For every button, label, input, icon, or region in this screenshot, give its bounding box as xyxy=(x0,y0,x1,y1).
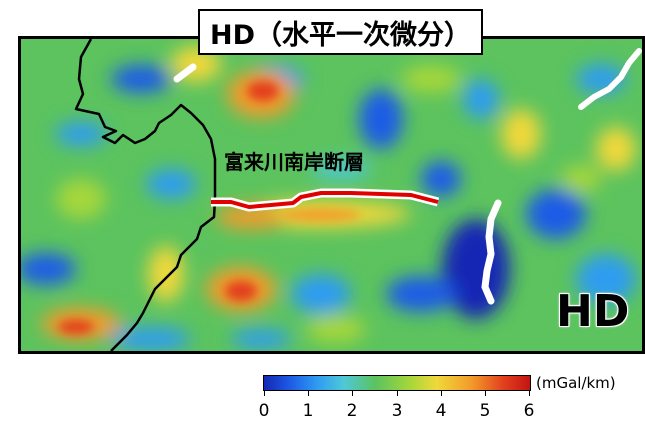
colorbar-tick-label: 0 xyxy=(258,401,270,421)
colorbar-tick xyxy=(485,391,486,396)
gravity-gradient-map xyxy=(18,36,645,354)
fault-name-label: 富来川南岸断層 xyxy=(224,150,364,174)
colorbar-tick xyxy=(441,391,442,396)
fault-line xyxy=(211,191,439,209)
colorbar-tick xyxy=(529,391,530,396)
colorbar-tick xyxy=(397,391,398,396)
gradient-field xyxy=(21,46,636,351)
colorbar-tick xyxy=(352,391,353,396)
colorbar xyxy=(263,375,531,391)
colorbar-tick-label: 6 xyxy=(523,401,535,421)
colorbar-tick xyxy=(308,391,309,396)
corner-label: HD xyxy=(555,285,630,338)
lineament-ne xyxy=(578,48,642,110)
coastline xyxy=(74,39,217,351)
map-title: HD（水平一次微分） xyxy=(198,9,484,55)
colorbar-tick-label: 4 xyxy=(435,401,447,421)
colorbar-tick-label: 1 xyxy=(302,401,314,421)
map-canvas xyxy=(21,39,642,351)
lineament-nw xyxy=(173,63,197,83)
colorbar-tick xyxy=(264,391,265,396)
colorbar-tick-label: 2 xyxy=(346,401,358,421)
colorbar-tick-label: 3 xyxy=(391,401,403,421)
colorbar-tick-label: 5 xyxy=(479,401,491,421)
gradient-peaks xyxy=(58,81,361,334)
colorbar-unit-label: (mGal/km) xyxy=(536,374,616,392)
lineament-central xyxy=(481,199,502,305)
